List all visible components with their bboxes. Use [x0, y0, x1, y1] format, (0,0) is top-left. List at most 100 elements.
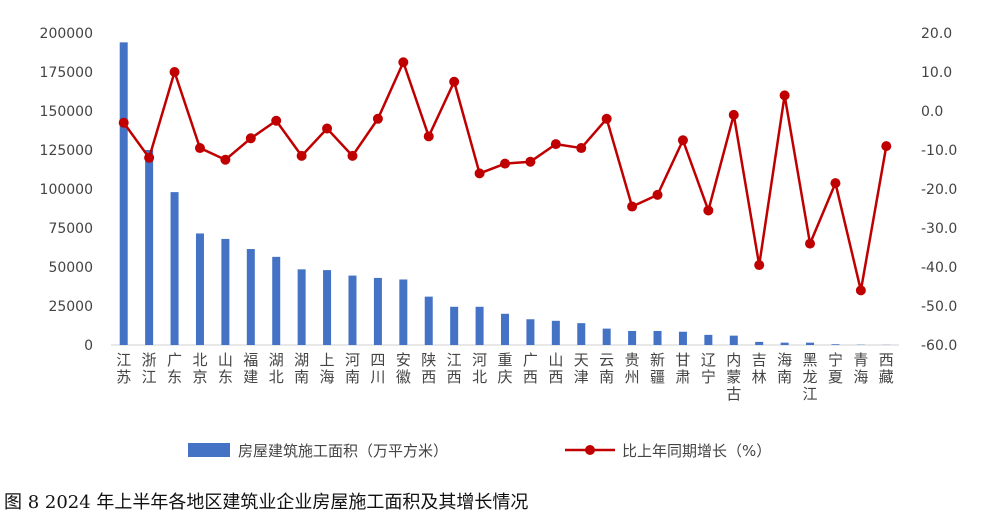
growth-point [805, 238, 816, 249]
growth-line [122, 61, 888, 292]
right-tick-label: -30.0 [921, 221, 957, 237]
category-label: 湖北 [269, 351, 284, 386]
right-tick-label: -60.0 [921, 338, 957, 354]
growth-point [779, 90, 790, 101]
left-tick-label: 175000 [40, 65, 93, 81]
bar [678, 331, 687, 345]
bar [831, 344, 840, 345]
growth-point [500, 158, 510, 169]
right-tick-label: -40.0 [921, 260, 957, 276]
left-tick-label: 75000 [48, 221, 93, 237]
category-label: 广东 [167, 351, 182, 386]
legend-line-marker [585, 445, 595, 455]
growth-point [474, 168, 485, 179]
category-label: 西藏 [879, 351, 894, 386]
bar [475, 306, 484, 345]
growth-point [220, 154, 231, 165]
bar [246, 249, 255, 345]
bar [653, 330, 662, 345]
category-label: 广西 [523, 351, 538, 386]
category-label: 青海 [853, 351, 868, 386]
growth-point [322, 123, 333, 134]
bar [297, 269, 306, 345]
category-label: 四川 [370, 351, 385, 386]
growth-point [449, 76, 460, 87]
growth-point [601, 113, 612, 124]
growth-point [245, 133, 256, 144]
growth-point [728, 109, 739, 120]
bar [221, 238, 230, 345]
legend-bar-swatch [188, 443, 230, 457]
bar [170, 192, 179, 345]
category-label: 安徽 [396, 351, 411, 386]
growth-point [627, 201, 638, 212]
bar [323, 270, 332, 345]
growth-point [830, 178, 841, 189]
right-tick-label: -10.0 [921, 143, 957, 159]
category-label: 江苏 [116, 351, 131, 386]
growth-point [372, 113, 383, 124]
growth-point [194, 143, 205, 154]
figure-caption: 图 8 2024 年上半年各地区建筑业企业房屋施工面积及其增长情况 [4, 492, 529, 513]
legend: 房屋建筑施工面积（万平方米） 比上年同期增长（%） [188, 442, 771, 460]
bar-series [119, 42, 891, 346]
bar [501, 313, 509, 345]
bar [729, 335, 738, 345]
left-tick-label: 125000 [40, 143, 93, 159]
bar [272, 256, 281, 345]
growth-point [347, 150, 358, 161]
right-tick-label: 20.0 [921, 26, 952, 42]
category-label: 宁夏 [828, 351, 843, 386]
bar [806, 342, 815, 345]
bar [755, 341, 764, 345]
bar [195, 233, 204, 345]
category-label: 贵州 [625, 351, 640, 386]
growth-point [550, 139, 561, 150]
growth-point [271, 115, 282, 126]
category-label: 北京 [192, 351, 207, 386]
bar [704, 334, 713, 345]
category-label: 陕西 [421, 351, 436, 386]
category-label: 内蒙古 [726, 351, 741, 403]
growth-point [398, 57, 409, 68]
bar [780, 342, 789, 345]
x-axis-categories: 江苏浙江广东北京山东福建湖北湖南上海河南四川安徽陕西江西河北重庆广西山西天津云南… [116, 351, 894, 403]
growth-point [144, 152, 155, 163]
category-label: 浙江 [142, 351, 157, 386]
category-label: 江西 [447, 351, 462, 386]
left-tick-label: 0 [84, 338, 93, 354]
growth-point [296, 150, 307, 161]
category-label: 山东 [218, 351, 233, 386]
growth-point [423, 131, 434, 142]
left-tick-label: 150000 [40, 104, 93, 120]
bar [399, 279, 408, 345]
category-label: 河北 [472, 351, 487, 386]
left-tick-label: 200000 [40, 26, 93, 42]
line-series [118, 57, 892, 296]
growth-point [754, 260, 765, 271]
category-label: 云南 [599, 351, 614, 386]
bar [145, 150, 154, 345]
category-label: 甘肃 [675, 351, 690, 386]
growth-point [703, 205, 714, 216]
category-label: 黑龙江 [803, 351, 818, 403]
bar [119, 42, 128, 346]
bar [628, 330, 637, 345]
right-tick-label: 10.0 [921, 65, 952, 81]
category-label: 山西 [548, 351, 563, 386]
legend-line-label: 比上年同期增长（%） [622, 442, 771, 460]
bar [450, 306, 459, 345]
category-label: 辽宁 [701, 351, 716, 386]
bar [348, 275, 357, 345]
category-label: 吉林 [752, 351, 767, 386]
growth-point [652, 189, 663, 200]
bar [551, 320, 560, 345]
left-y-axis: 0 25000 50000 75000 100000 125000 150000 175000… [40, 26, 93, 354]
growth-point [169, 67, 180, 77]
category-label: 天津 [574, 351, 589, 386]
category-label: 上海 [320, 351, 335, 386]
growth-point [855, 285, 866, 296]
category-label: 重庆 [497, 351, 512, 386]
growth-point [677, 135, 688, 146]
